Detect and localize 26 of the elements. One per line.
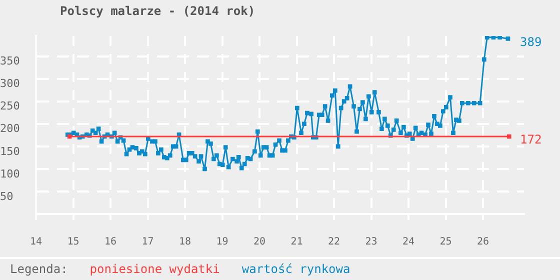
text: poniesione wydatki xyxy=(90,262,220,276)
y-tick-label: 250 xyxy=(0,100,20,113)
text: wartość rynkowa xyxy=(242,262,350,276)
y-tick-label: 150 xyxy=(0,144,20,158)
x-tick-label: 20 xyxy=(253,236,266,248)
chart-title: Polscy malarze - (2014 rok) xyxy=(60,4,256,18)
x-tick-label: 19 xyxy=(216,236,228,248)
annotation: 389 xyxy=(520,34,542,49)
x-tick-label: 25 xyxy=(440,236,452,248)
x-tick-label: 17 xyxy=(142,236,154,248)
annotation: 172 xyxy=(520,132,542,147)
x-tick-label: 18 xyxy=(178,236,192,248)
y-tick-label: 200 xyxy=(0,122,20,136)
y-tick-label: 100 xyxy=(0,167,20,180)
y-tick-label: 50 xyxy=(0,190,14,203)
x-tick-label: 24 xyxy=(402,236,415,248)
x-tick-label: 26 xyxy=(477,236,490,248)
x-tick-label: 23 xyxy=(365,236,378,248)
x-tick-label: 22 xyxy=(328,236,340,248)
y-tick-label: 350 xyxy=(0,54,20,68)
legend-title: Legenda: xyxy=(10,262,68,276)
y-tick-label: 300 xyxy=(0,77,20,90)
x-tick-label: 16 xyxy=(104,236,117,248)
x-tick-label: 15 xyxy=(67,236,80,248)
x-tick-label: 14 xyxy=(30,236,42,248)
x-tick-label: 21 xyxy=(290,236,303,248)
